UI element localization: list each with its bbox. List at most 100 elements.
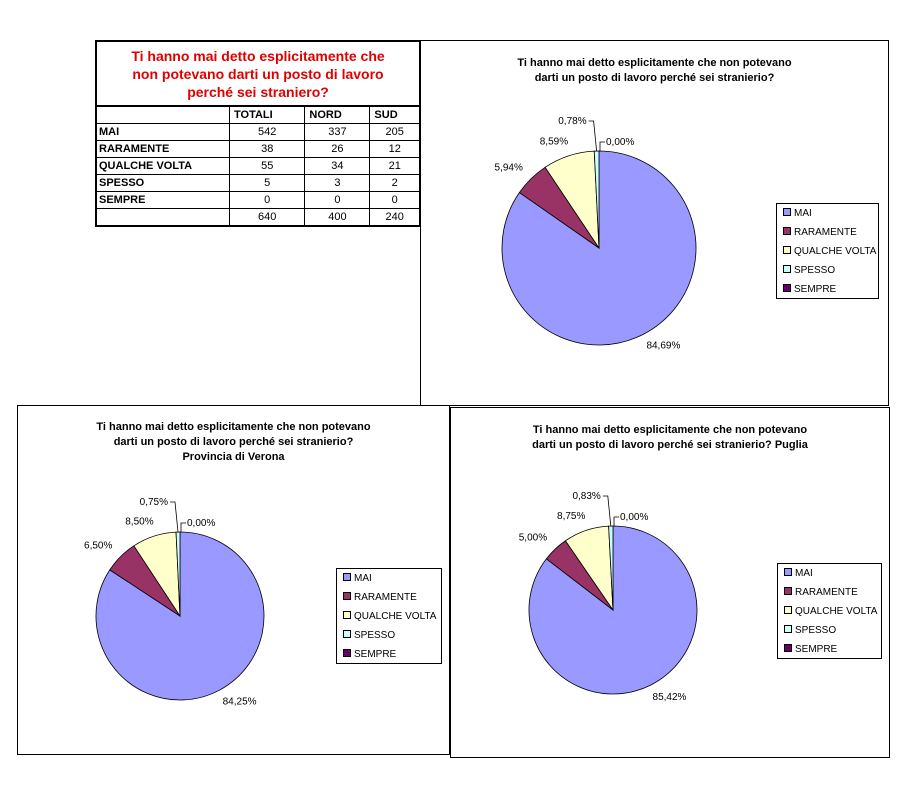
legend-label: RARAMENTE bbox=[354, 592, 417, 603]
data-label-qualche-volta: 8,59% bbox=[540, 136, 568, 147]
legend-swatch bbox=[343, 630, 351, 639]
row-label: RARAMENTE bbox=[97, 140, 230, 158]
cell-nord: 0 bbox=[304, 191, 371, 209]
legend-label: RARAMENTE bbox=[794, 227, 857, 238]
legend-label: QUALCHE VOLTA bbox=[795, 606, 878, 617]
legend-item-spesso: SPESSO bbox=[343, 630, 395, 642]
data-label-spesso: 0,75% bbox=[140, 497, 168, 508]
legend-item-spesso: SPESSO bbox=[783, 265, 835, 277]
table-totals-row: 640 400 240 bbox=[97, 208, 419, 225]
header-cell-totali: TOTALI bbox=[228, 107, 306, 124]
data-label-raramente: 6,50% bbox=[84, 540, 112, 551]
legend-item-qualche-volta: QUALCHE VOLTA bbox=[783, 246, 876, 258]
row-label: SEMPRE bbox=[97, 191, 230, 209]
legend-label: RARAMENTE bbox=[795, 587, 858, 598]
data-label-sempre: 0,00% bbox=[187, 518, 215, 529]
total-nord: 400 bbox=[304, 208, 371, 225]
legend-item-sempre: SEMPRE bbox=[783, 284, 836, 296]
legend-label: SEMPRE bbox=[795, 644, 838, 655]
legend-label: SPESSO bbox=[354, 630, 396, 641]
legend-swatch bbox=[784, 625, 792, 634]
table-header-row: TOTALI NORD SUD bbox=[97, 107, 419, 124]
legend-item-mai: MAI bbox=[783, 208, 812, 220]
data-label-spesso: 0,83% bbox=[572, 491, 600, 502]
legend-label: QUALCHE VOLTA bbox=[354, 611, 437, 622]
chart-title: Ti hanno mai detto esplicitamente che no… bbox=[532, 424, 808, 451]
cell-nord: 26 bbox=[304, 140, 371, 158]
data-label-qualche-volta: 8,75% bbox=[557, 511, 585, 522]
table-grid: TOTALI NORD SUD MAI 542 337 205 RARAMENT… bbox=[97, 107, 419, 225]
legend-swatch bbox=[343, 592, 351, 601]
cell-totali: 0 bbox=[228, 191, 306, 209]
table-row: QUALCHE VOLTA 55 34 21 bbox=[97, 157, 419, 175]
total-sud: 240 bbox=[369, 208, 419, 225]
legend-item-sempre: SEMPRE bbox=[784, 644, 837, 656]
data-label-sempre: 0,00% bbox=[606, 137, 634, 148]
data-label-mai: 84,69% bbox=[646, 341, 680, 352]
data-label-qualche-volta: 8,50% bbox=[125, 517, 153, 528]
cell-sud: 12 bbox=[369, 140, 419, 158]
cell-totali: 542 bbox=[228, 123, 306, 141]
row-label: MAI bbox=[97, 123, 230, 141]
header-cell-empty bbox=[97, 107, 230, 124]
pie-slice-spesso bbox=[175, 531, 181, 617]
table-row: RARAMENTE 38 26 12 bbox=[97, 140, 419, 158]
chart-title: Ti hanno mai detto esplicitamente che no… bbox=[517, 57, 792, 84]
chart-legend: MAI RARAMENTE QUALCHE VOLTA SPESSO SEMPRE bbox=[776, 203, 879, 299]
leader-line bbox=[180, 522, 186, 532]
legend-swatch bbox=[343, 573, 351, 582]
cell-sud: 0 bbox=[369, 191, 419, 209]
legend-item-qualche-volta: QUALCHE VOLTA bbox=[343, 611, 436, 623]
leader-line bbox=[170, 501, 179, 533]
totals-label bbox=[97, 208, 230, 225]
chart-legend: MAI RARAMENTE QUALCHE VOLTA SPESSO SEMPRE bbox=[336, 568, 442, 664]
legend-label: SPESSO bbox=[794, 265, 836, 276]
data-label-raramente: 5,94% bbox=[495, 162, 523, 173]
legend-swatch bbox=[783, 227, 791, 236]
row-label: SPESSO bbox=[97, 174, 230, 192]
legend-swatch bbox=[783, 246, 791, 255]
leader-line bbox=[588, 120, 597, 152]
cell-nord: 3 bbox=[304, 174, 371, 192]
legend-swatch bbox=[783, 265, 791, 274]
legend-label: SEMPRE bbox=[354, 649, 397, 660]
legend-label: MAI bbox=[795, 568, 813, 579]
chart-panel-totali: Ti hanno mai detto esplicitamente che no… bbox=[420, 40, 889, 406]
chart-panel-verona: Ti hanno mai detto esplicitamente che no… bbox=[17, 405, 450, 755]
pie-chart: 85,42% 5,00% 8,75% 0,83% 0,00% bbox=[519, 491, 698, 703]
cell-totali: 5 bbox=[228, 174, 306, 192]
legend-label: MAI bbox=[794, 208, 812, 219]
table-row: SPESSO 5 3 2 bbox=[97, 174, 419, 192]
leader-line bbox=[599, 141, 605, 151]
chart-legend: MAI RARAMENTE QUALCHE VOLTA SPESSO SEMPRE bbox=[777, 563, 882, 659]
data-label-spesso: 0,78% bbox=[558, 116, 586, 127]
legend-swatch bbox=[784, 644, 792, 653]
legend-item-raramente: RARAMENTE bbox=[343, 592, 417, 604]
table-row: MAI 542 337 205 bbox=[97, 123, 419, 141]
chart-panel-puglia: Ti hanno mai detto esplicitamente che no… bbox=[450, 407, 890, 758]
legend-item-raramente: RARAMENTE bbox=[783, 227, 857, 239]
legend-item-mai: MAI bbox=[343, 573, 372, 585]
cell-sud: 205 bbox=[369, 123, 419, 141]
cell-nord: 337 bbox=[304, 123, 371, 141]
legend-swatch bbox=[784, 568, 792, 577]
legend-swatch bbox=[783, 208, 791, 217]
legend-label: SPESSO bbox=[795, 625, 837, 636]
legend-item-qualche-volta: QUALCHE VOLTA bbox=[784, 606, 877, 618]
legend-swatch bbox=[343, 611, 351, 620]
legend-swatch bbox=[343, 649, 351, 658]
cell-sud: 21 bbox=[369, 157, 419, 175]
pie-chart: 84,69% 5,94% 8,59% 0,78% 0,00% bbox=[495, 116, 697, 352]
legend-label: MAI bbox=[354, 573, 372, 584]
data-label-raramente: 5,00% bbox=[519, 533, 547, 544]
pie-slice-spesso bbox=[608, 525, 614, 611]
data-label-mai: 84,25% bbox=[223, 697, 257, 708]
legend-swatch bbox=[784, 606, 792, 615]
leader-line bbox=[613, 516, 619, 526]
header-cell-nord: NORD bbox=[304, 107, 371, 124]
legend-swatch bbox=[784, 587, 792, 596]
pie-slice-spesso bbox=[593, 150, 600, 249]
chart-title: Ti hanno mai detto esplicitamente che no… bbox=[96, 421, 371, 463]
cell-nord: 34 bbox=[304, 157, 371, 175]
legend-item-mai: MAI bbox=[784, 568, 813, 580]
